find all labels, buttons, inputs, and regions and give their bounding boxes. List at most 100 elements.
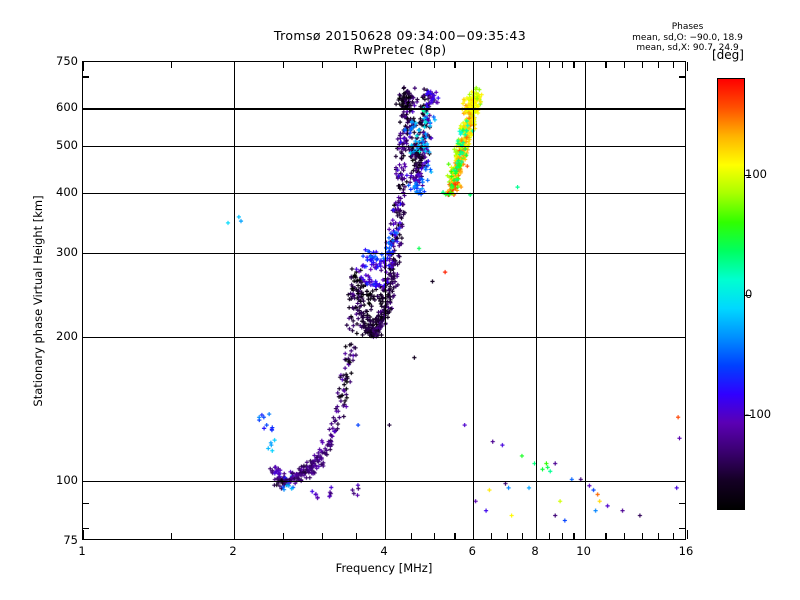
gridline-vertical — [473, 62, 475, 539]
y-tick — [83, 503, 89, 505]
y-tick — [83, 252, 92, 254]
x-tick — [282, 62, 284, 68]
y-tick-label: 600 — [56, 100, 78, 115]
y-tick-label: 300 — [56, 244, 78, 259]
x-tick — [234, 62, 236, 71]
y-tick — [83, 527, 89, 529]
x-tick — [433, 533, 435, 539]
x-tick — [521, 533, 524, 539]
x-axis-title: Frequency [MHz] — [335, 561, 433, 575]
y-tick — [679, 76, 685, 78]
x-tick — [641, 533, 643, 539]
y-tick — [679, 503, 685, 505]
gridline-vertical — [234, 62, 236, 539]
x-tick — [385, 530, 387, 539]
x-tick — [549, 62, 551, 68]
x-tick — [549, 533, 551, 539]
x-tick — [282, 533, 284, 539]
x-tick-label: 8 — [531, 544, 539, 558]
x-tick — [641, 62, 643, 68]
gridline-vertical — [584, 62, 586, 539]
gridline-horizontal — [83, 481, 685, 483]
y-tick — [676, 481, 685, 483]
x-tick — [605, 533, 607, 539]
x-tick — [536, 62, 538, 71]
x-tick — [322, 533, 324, 539]
colorbar — [717, 78, 751, 510]
x-tick — [490, 62, 492, 68]
plot-subtitle: RwPretec (8p) — [353, 42, 447, 57]
x-tick — [454, 62, 456, 68]
x-tick — [584, 530, 586, 539]
x-tick — [506, 533, 509, 539]
scatter-canvas — [83, 62, 685, 539]
x-tick-label: 16 — [678, 544, 694, 558]
gridline-horizontal — [83, 108, 685, 110]
y-tick — [83, 108, 92, 110]
colorbar-gradient — [718, 79, 744, 509]
x-tick — [672, 533, 675, 539]
gridline-horizontal — [83, 192, 685, 194]
y-tick — [83, 481, 92, 483]
x-tick — [410, 533, 412, 539]
y-tick — [83, 146, 92, 148]
x-tick — [355, 533, 358, 539]
x-tick — [234, 530, 236, 539]
x-tick — [433, 62, 435, 68]
phases-mean-sd-o: mean, sd,O: −90.0, 18.9 — [632, 32, 743, 43]
gridline-horizontal — [83, 146, 685, 148]
y-tick — [679, 527, 685, 529]
x-tick — [473, 62, 475, 71]
y-tick-label: 750 — [56, 54, 78, 68]
colorbar-tick-label: -100 — [745, 407, 772, 421]
gridline-vertical — [536, 62, 538, 539]
x-tick — [573, 533, 575, 539]
x-tick — [561, 62, 563, 68]
y-tick — [676, 337, 685, 339]
colorbar-tick — [744, 295, 751, 297]
phases-annotation: Phases mean, sd,O: −90.0, 18.9 mean, sd,… — [585, 22, 790, 54]
y-tick — [676, 146, 685, 148]
x-tick — [490, 533, 492, 539]
x-tick-label: 6 — [468, 544, 476, 558]
x-tick — [657, 533, 660, 539]
colorbar-title: [deg] — [712, 48, 744, 62]
x-tick — [506, 62, 509, 68]
colorbar-tick-label: 0 — [745, 287, 753, 301]
x-tick — [171, 533, 173, 539]
y-tick-label: 75 — [63, 533, 78, 547]
y-tick-label: 400 — [56, 184, 78, 199]
phases-mean-sd-x: mean, sd,X: 90.7, 24.9 — [636, 43, 739, 53]
x-tick — [624, 533, 626, 539]
x-tick — [561, 533, 563, 539]
x-tick-label: 4 — [380, 544, 388, 558]
y-tick-label: 100 — [56, 473, 78, 488]
gridline-vertical — [385, 62, 387, 539]
y-tick-label: 500 — [56, 138, 78, 153]
y-tick — [83, 192, 92, 194]
x-tick — [83, 62, 85, 71]
x-tick — [171, 62, 173, 68]
colorbar-tick-label: 100 — [745, 167, 767, 181]
x-tick — [672, 62, 675, 68]
x-tick — [657, 62, 660, 68]
y-tick — [676, 252, 685, 254]
colorbar-tick — [744, 415, 751, 417]
x-tick — [521, 62, 524, 68]
x-tick — [687, 530, 689, 539]
x-tick-labels: 1 2 4 6 8 10 16 — [78, 544, 693, 562]
x-tick — [385, 62, 387, 71]
plot-area — [82, 61, 689, 540]
x-tick — [624, 62, 626, 68]
y-tick-labels: 75 100 200 300 400 500 600 750 — [38, 54, 78, 547]
x-tick — [83, 530, 85, 539]
x-tick-label: 2 — [229, 544, 237, 558]
x-tick — [473, 530, 475, 539]
x-tick — [573, 62, 575, 68]
x-tick-label: 1 — [78, 544, 86, 558]
x-tick — [584, 62, 586, 71]
x-tick — [605, 62, 607, 68]
gridline-horizontal — [83, 337, 685, 339]
x-tick — [410, 62, 412, 68]
